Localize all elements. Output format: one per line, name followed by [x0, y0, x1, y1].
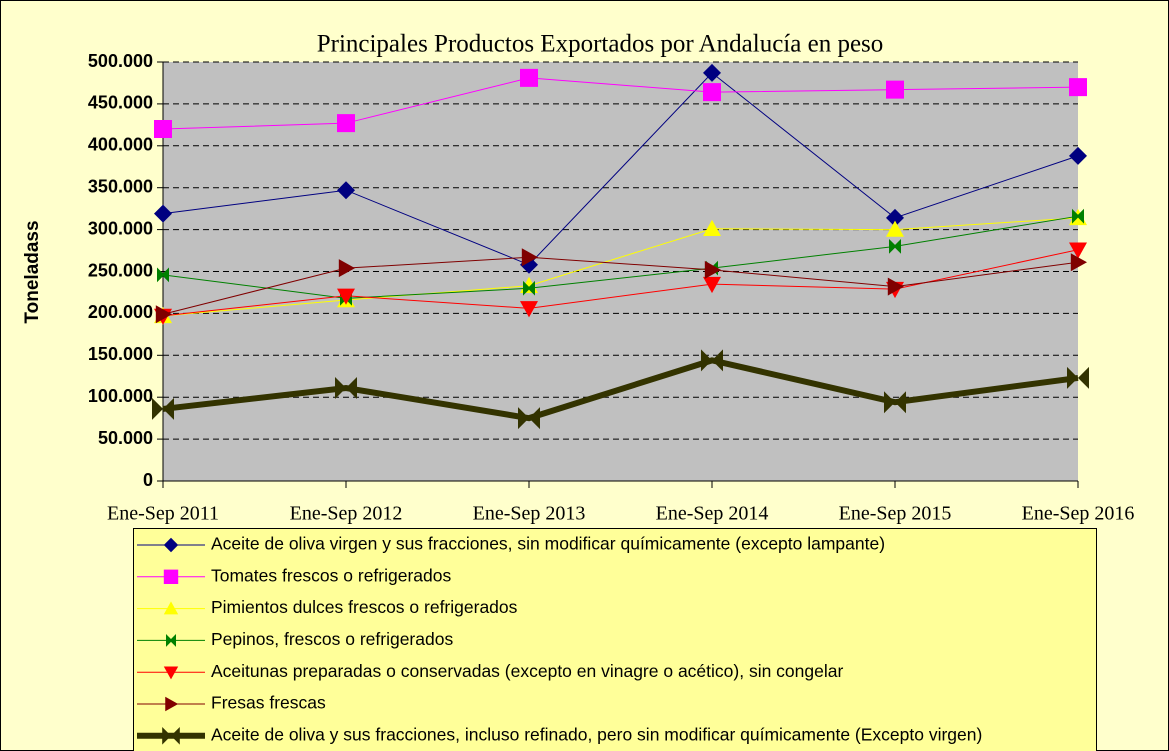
data-point — [335, 376, 357, 399]
data-point — [1069, 78, 1087, 97]
data-point — [1069, 146, 1087, 165]
x-tick-label: Ene-Sep 2011 — [107, 503, 219, 525]
legend-marker — [163, 601, 179, 615]
data-point — [703, 63, 721, 82]
data-point — [703, 276, 721, 294]
data-point — [1069, 242, 1087, 259]
data-point — [521, 248, 538, 267]
legend-label: Aceite de oliva y sus fracciones, inclus… — [211, 724, 982, 744]
data-point — [886, 80, 904, 99]
legend-label: Pepinos, frescos o refrigerados — [211, 629, 453, 649]
y-tick-label: 200.000 — [88, 302, 153, 322]
data-point — [523, 280, 535, 296]
y-tick-label: 100.000 — [88, 386, 153, 406]
legend-marker — [163, 537, 179, 553]
legend-label: Pimientos dulces frescos o refrigerados — [211, 597, 518, 617]
legend-marker — [166, 633, 176, 647]
data-point — [889, 238, 901, 254]
y-tick-label: 450.000 — [88, 93, 153, 113]
legend-marker — [163, 569, 179, 584]
legend-label: Aceitunas preparadas o conservadas (exce… — [211, 661, 843, 681]
data-point — [520, 301, 538, 318]
x-tick-label: Ene-Sep 2016 — [1022, 503, 1135, 525]
legend-marker — [162, 727, 180, 745]
legend-box — [133, 528, 1097, 751]
data-point — [886, 208, 904, 227]
legend-marker — [163, 666, 179, 680]
y-tick-label: 150.000 — [88, 344, 153, 364]
data-point — [884, 391, 906, 414]
data-point — [704, 260, 721, 279]
data-point — [338, 259, 355, 278]
data-point — [337, 114, 355, 133]
data-point — [1070, 253, 1087, 272]
data-point — [886, 220, 904, 237]
data-point — [337, 288, 355, 305]
series-line — [162, 72, 1079, 266]
y-tick-label: 0 — [143, 470, 153, 490]
data-point — [703, 83, 721, 102]
x-tick-label: Ene-Sep 2012 — [290, 503, 403, 525]
data-point — [155, 305, 172, 324]
x-tick-label: Ene-Sep 2015 — [839, 503, 952, 525]
series-line — [162, 215, 1079, 299]
data-point — [520, 255, 538, 274]
legend-label: Aceite de oliva virgen y sus fracciones,… — [211, 534, 885, 554]
legend-label: Tomates frescos o refrigerados — [211, 565, 451, 585]
chart-title: Principales Productos Exportados por And… — [317, 31, 884, 58]
data-point — [518, 407, 540, 430]
y-tick-label: 300.000 — [88, 218, 153, 238]
y-tick-label: 400.000 — [88, 135, 153, 155]
y-tick-label: 500.000 — [88, 51, 153, 71]
y-axis-label: Toneladass — [22, 220, 43, 323]
data-point — [152, 397, 174, 420]
data-point — [1072, 208, 1084, 224]
data-point — [337, 181, 355, 200]
x-tick-label: Ene-Sep 2014 — [656, 503, 769, 525]
series-line — [162, 77, 1079, 130]
data-point — [520, 68, 538, 87]
y-tick-label: 50.000 — [98, 428, 153, 448]
y-tick-label: 350.000 — [88, 176, 153, 196]
series-line — [162, 357, 1079, 422]
data-point — [157, 267, 169, 283]
legend-marker — [165, 696, 179, 712]
data-point — [701, 349, 723, 372]
series-line — [162, 217, 1079, 317]
data-point — [1067, 366, 1089, 389]
series-line — [162, 256, 1079, 315]
y-tick-label: 250.000 — [88, 260, 153, 280]
data-point — [887, 277, 904, 296]
data-point — [703, 219, 721, 236]
data-point — [154, 204, 172, 223]
data-point — [154, 120, 172, 139]
x-tick-label: Ene-Sep 2013 — [473, 503, 586, 525]
legend-label: Fresas frescas — [211, 693, 326, 713]
